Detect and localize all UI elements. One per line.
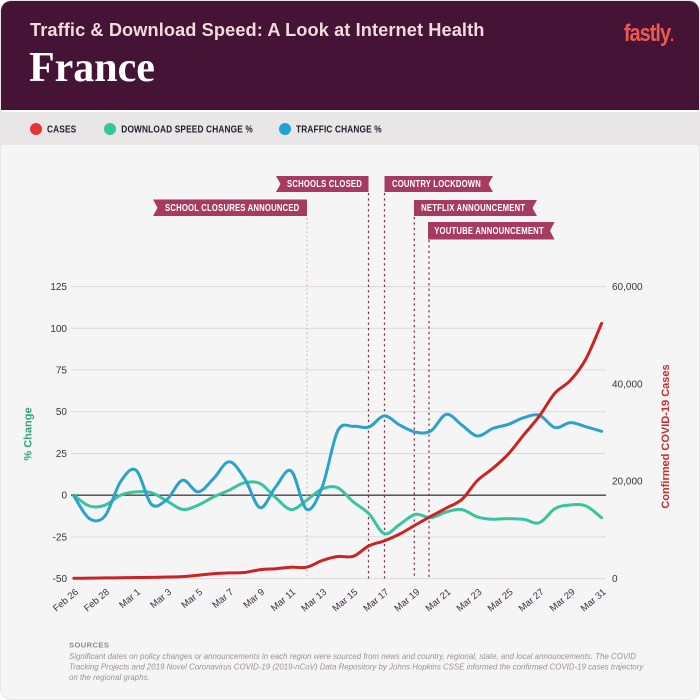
- svg-text:25: 25: [56, 449, 68, 460]
- svg-text:Mar 27: Mar 27: [517, 587, 547, 614]
- svg-text:Mar 31: Mar 31: [579, 587, 609, 614]
- svg-text:20,000: 20,000: [612, 477, 643, 488]
- svg-text:Mar 5: Mar 5: [179, 587, 205, 611]
- svg-text:Feb 26: Feb 26: [51, 587, 81, 614]
- svg-text:50: 50: [56, 407, 68, 418]
- svg-text:Feb 28: Feb 28: [82, 587, 112, 614]
- svg-text:Mar 9: Mar 9: [241, 587, 267, 611]
- svg-text:Mar 11: Mar 11: [269, 587, 298, 614]
- svg-text:Mar 3: Mar 3: [148, 587, 174, 611]
- svg-text:SOURCES: SOURCES: [69, 641, 109, 650]
- svg-text:NETFLIX ANNOUNCEMENT: NETFLIX ANNOUNCEMENT: [421, 202, 525, 213]
- svg-text:SCHOOLS CLOSED: SCHOOLS CLOSED: [287, 178, 362, 189]
- svg-text:Mar 21: Mar 21: [424, 587, 454, 614]
- svg-text:Tracking Projects and 2019 Nov: Tracking Projects and 2019 Novel Coronav…: [69, 663, 644, 672]
- svg-text:125: 125: [50, 282, 67, 293]
- svg-text:Mar 13: Mar 13: [299, 587, 329, 614]
- svg-text:Mar 25: Mar 25: [486, 587, 516, 614]
- svg-text:% Change: % Change: [23, 407, 35, 460]
- svg-text:Mar 23: Mar 23: [455, 587, 485, 614]
- svg-text:Mar 7: Mar 7: [210, 587, 236, 611]
- svg-text:40,000: 40,000: [612, 379, 643, 390]
- svg-text:on the regional graphs.: on the regional graphs.: [69, 673, 150, 682]
- svg-text:-50: -50: [53, 574, 68, 585]
- svg-text:COUNTRY LOCKDOWN: COUNTRY LOCKDOWN: [392, 178, 481, 189]
- svg-text:100: 100: [50, 324, 67, 335]
- svg-text:0: 0: [612, 574, 618, 585]
- svg-text:Significant dates on policy ch: Significant dates on policy changes or a…: [69, 652, 636, 661]
- svg-text:Mar 19: Mar 19: [392, 587, 422, 614]
- svg-text:-25: -25: [53, 532, 68, 543]
- svg-text:Mar 1: Mar 1: [117, 587, 143, 611]
- svg-text:Confirmed COVID-19 Cases: Confirmed COVID-19 Cases: [660, 364, 672, 508]
- svg-text:Mar 15: Mar 15: [330, 587, 360, 614]
- svg-text:SCHOOL CLOSURES ANNOUNCED: SCHOOL CLOSURES ANNOUNCED: [165, 202, 299, 213]
- svg-text:YOUTUBE ANNOUNCEMENT: YOUTUBE ANNOUNCEMENT: [434, 225, 544, 236]
- svg-text:Mar 17: Mar 17: [361, 587, 391, 614]
- svg-text:0: 0: [61, 491, 67, 502]
- svg-text:Mar 29: Mar 29: [548, 587, 578, 614]
- svg-text:60,000: 60,000: [612, 282, 643, 293]
- svg-text:75: 75: [56, 366, 68, 377]
